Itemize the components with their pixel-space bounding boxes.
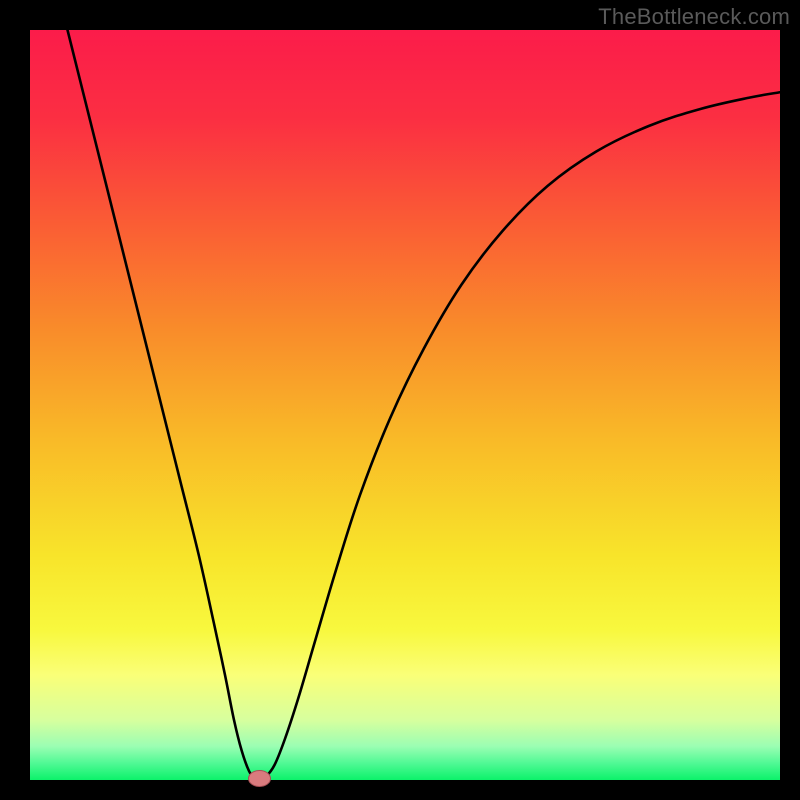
bottleneck-chart (0, 0, 800, 800)
watermark-text: TheBottleneck.com (598, 4, 790, 30)
plot-gradient-background (30, 30, 780, 780)
minimum-marker (249, 771, 271, 787)
chart-container: TheBottleneck.com (0, 0, 800, 800)
